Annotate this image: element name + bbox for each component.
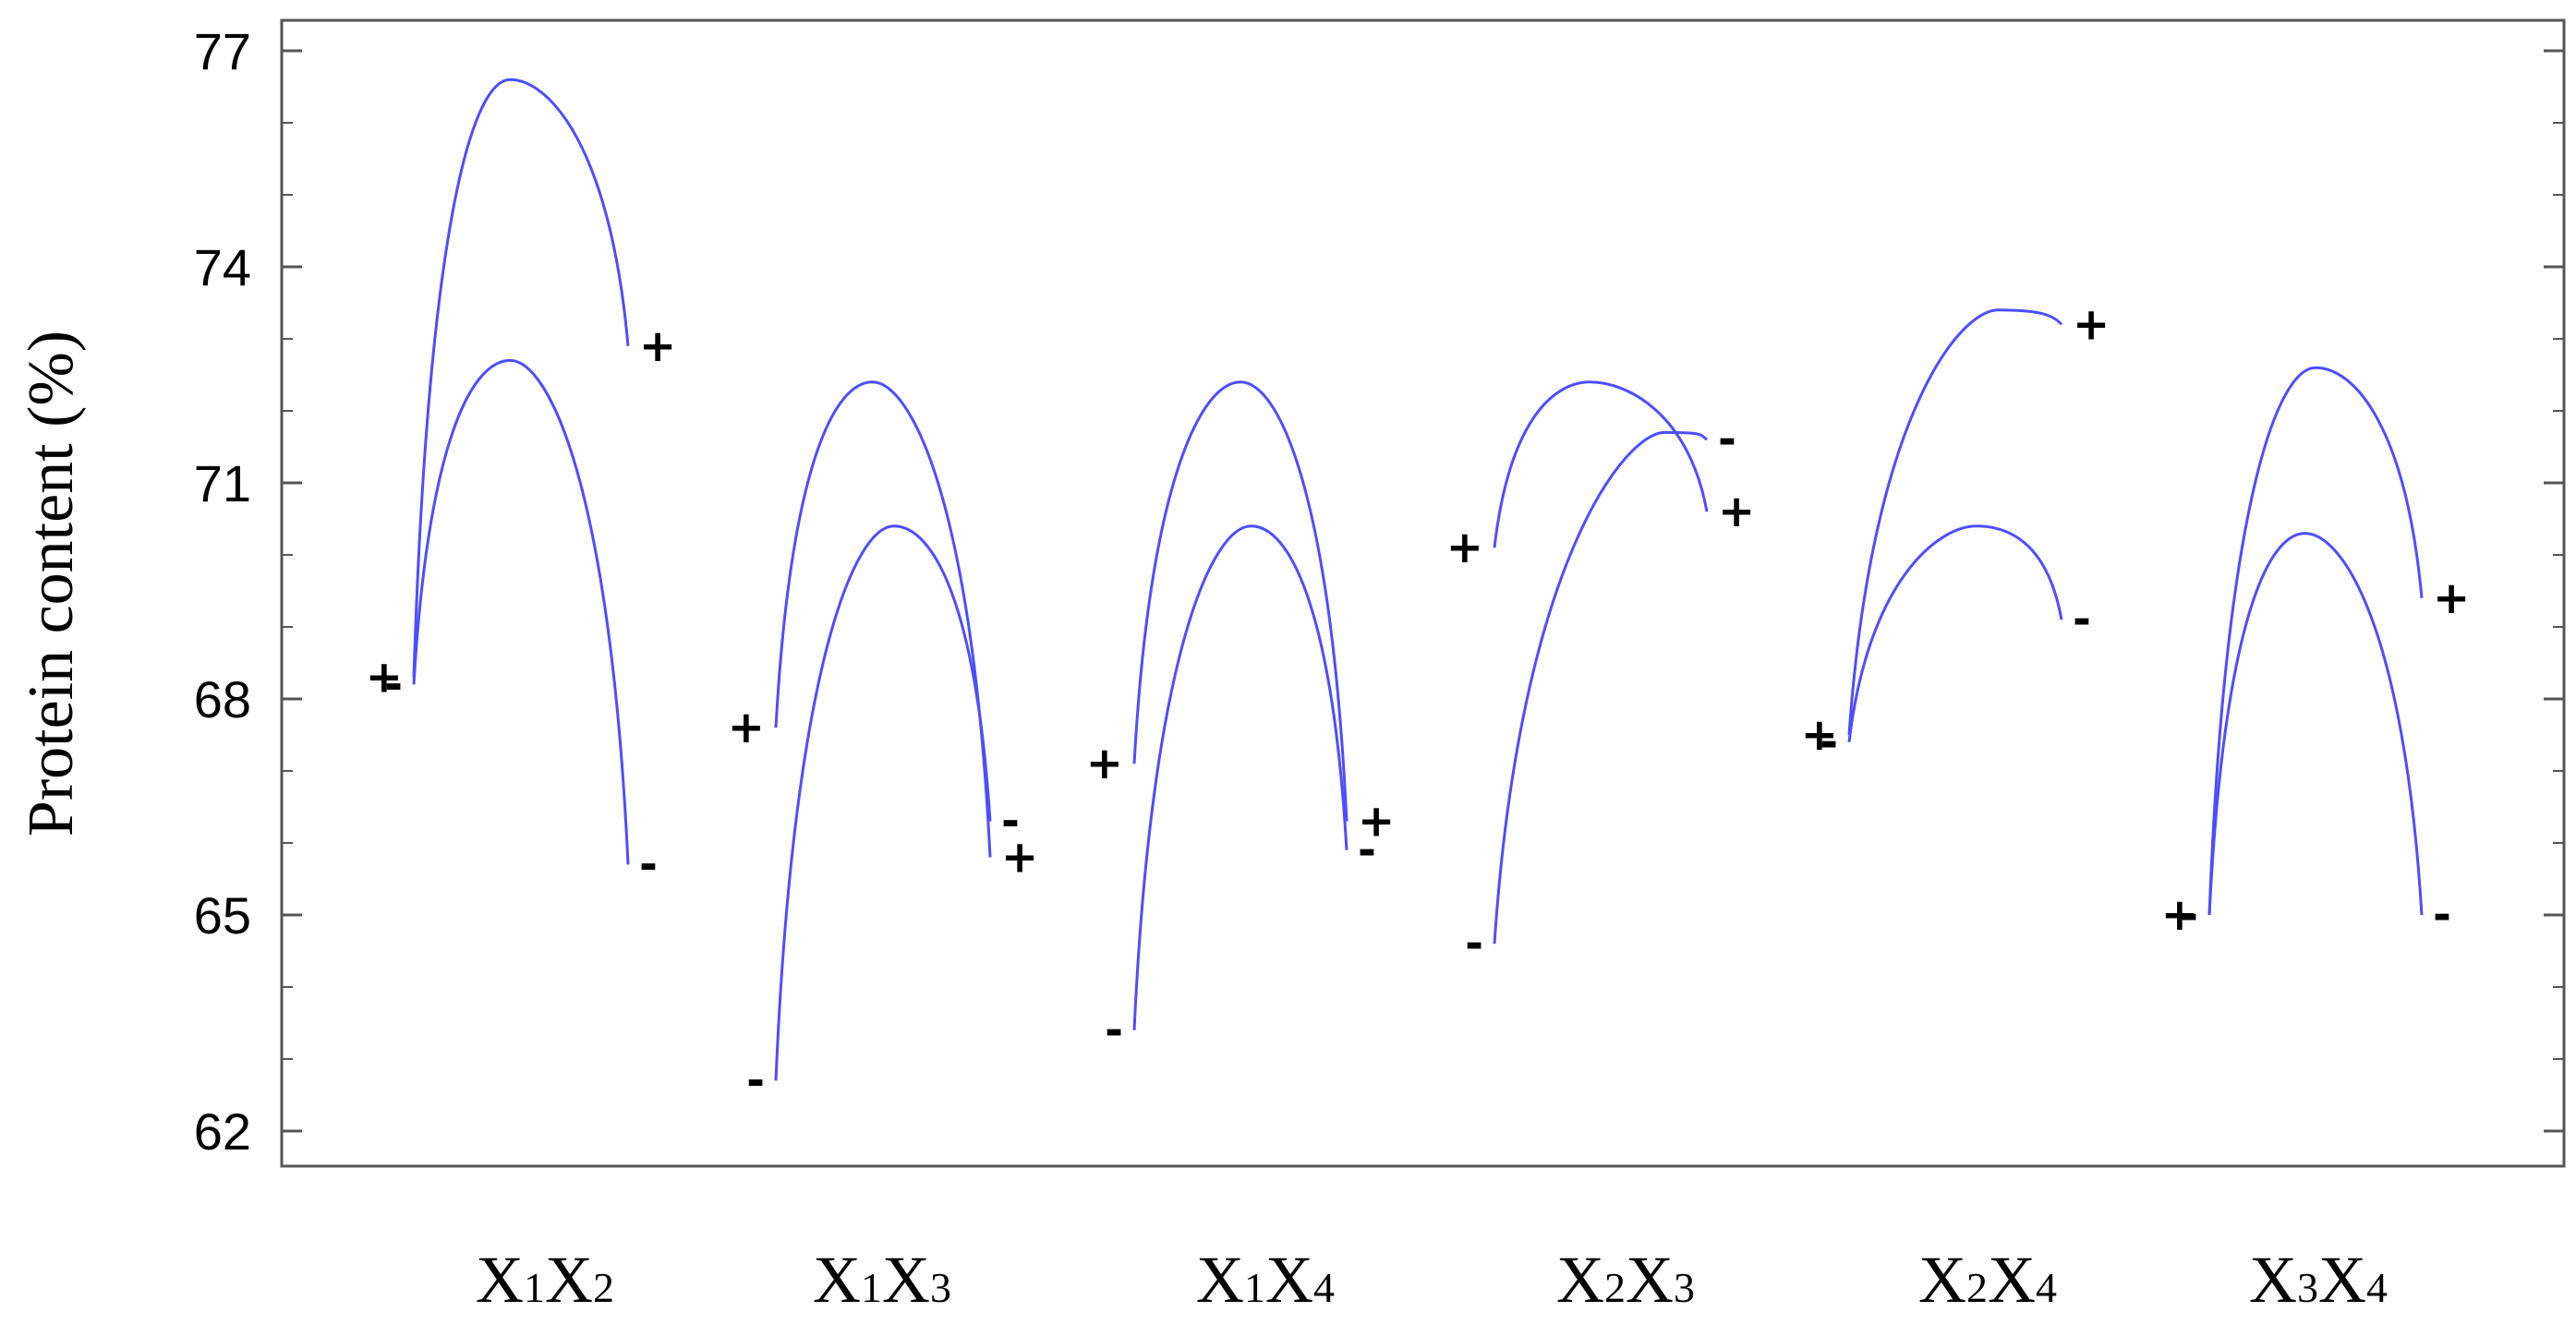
curve-end-marker: - — [2433, 889, 2451, 941]
x-category-label: X2X3 — [1556, 1243, 1695, 1317]
response-curve-X2X4-2 — [1847, 524, 2063, 742]
curve-start-marker: + — [1446, 522, 1483, 573]
response-curve-X1X4-2 — [1132, 524, 1348, 1030]
curve-end-marker: + — [1358, 796, 1395, 848]
curve-end-marker: + — [639, 320, 676, 372]
response-curve-X3X4-2 — [2207, 532, 2424, 916]
y-tick-label: 68 — [194, 670, 251, 728]
curve-start-marker: + — [1086, 738, 1123, 789]
response-curve-X2X4-1 — [1847, 308, 2063, 736]
y-tick-label: 71 — [194, 454, 251, 512]
curve-start-marker: + — [2161, 889, 2198, 941]
response-curve-X2X3-1 — [1493, 380, 1709, 548]
response-curve-X1X4-1 — [1132, 380, 1348, 822]
curve-end-markers: ++--++--++--++--++--++- - — [366, 298, 2470, 1106]
x-category-label: X3X4 — [2249, 1243, 2388, 1317]
x-category-label: X1X2 — [476, 1243, 614, 1317]
curve-start-marker: - — [1465, 918, 1483, 969]
curve-start-marker: + — [1801, 709, 1838, 761]
curve-end-marker: + — [2073, 298, 2110, 350]
curve-start-marker: - — [1820, 716, 1838, 768]
curve-start-marker: + — [728, 702, 765, 753]
x-category-label: X2X4 — [1918, 1243, 2057, 1317]
curve-end-marker: + — [2433, 572, 2470, 624]
y-tick-label: 65 — [194, 886, 251, 945]
x-category-label: X1X3 — [813, 1243, 951, 1317]
y-tick-label: 74 — [194, 238, 251, 296]
y-axis-title: Protein content (%) — [16, 331, 87, 837]
response-curve-X1X2-1 — [412, 78, 630, 678]
curve-start-marker: - — [1105, 1005, 1123, 1056]
y-tick-label: 77 — [194, 22, 251, 80]
response-curve-X1X3-1 — [774, 380, 992, 858]
curve-end-marker: + — [1001, 832, 1038, 884]
curve-start-marker: + — [366, 652, 403, 704]
response-curve-X1X3-2 — [774, 524, 992, 1081]
curve-start-marker: - — [2180, 889, 2198, 941]
y-axis-ticks: 62 65 68 71 74 77 — [194, 22, 2564, 1161]
curve-end-marker: - — [1358, 824, 1376, 876]
response-curve-X2X3-2 — [1493, 430, 1708, 945]
curve-end-marker: - — [639, 838, 658, 890]
x-axis-category-labels: X1X2 X1X3 X1X4 X2X3 X2X4 X3X4 — [476, 1243, 2388, 1317]
response-curve-X3X4-1 — [2207, 366, 2424, 916]
x-category-label: X1X4 — [1196, 1243, 1335, 1317]
curve-start-marker: - — [746, 1054, 765, 1106]
curve-end-marker: - — [1718, 414, 1736, 465]
series-curves — [412, 78, 2424, 1081]
curve-end-marker: - — [2073, 594, 2091, 645]
curve-start-marker: - — [384, 658, 403, 710]
y-tick-label: 62 — [194, 1102, 251, 1161]
curve-end-marker: - — [1001, 796, 1020, 848]
curve-end-marker: + — [1718, 486, 1755, 537]
plot-frame — [280, 18, 2566, 1168]
response-curve-X1X2-2 — [412, 358, 630, 865]
